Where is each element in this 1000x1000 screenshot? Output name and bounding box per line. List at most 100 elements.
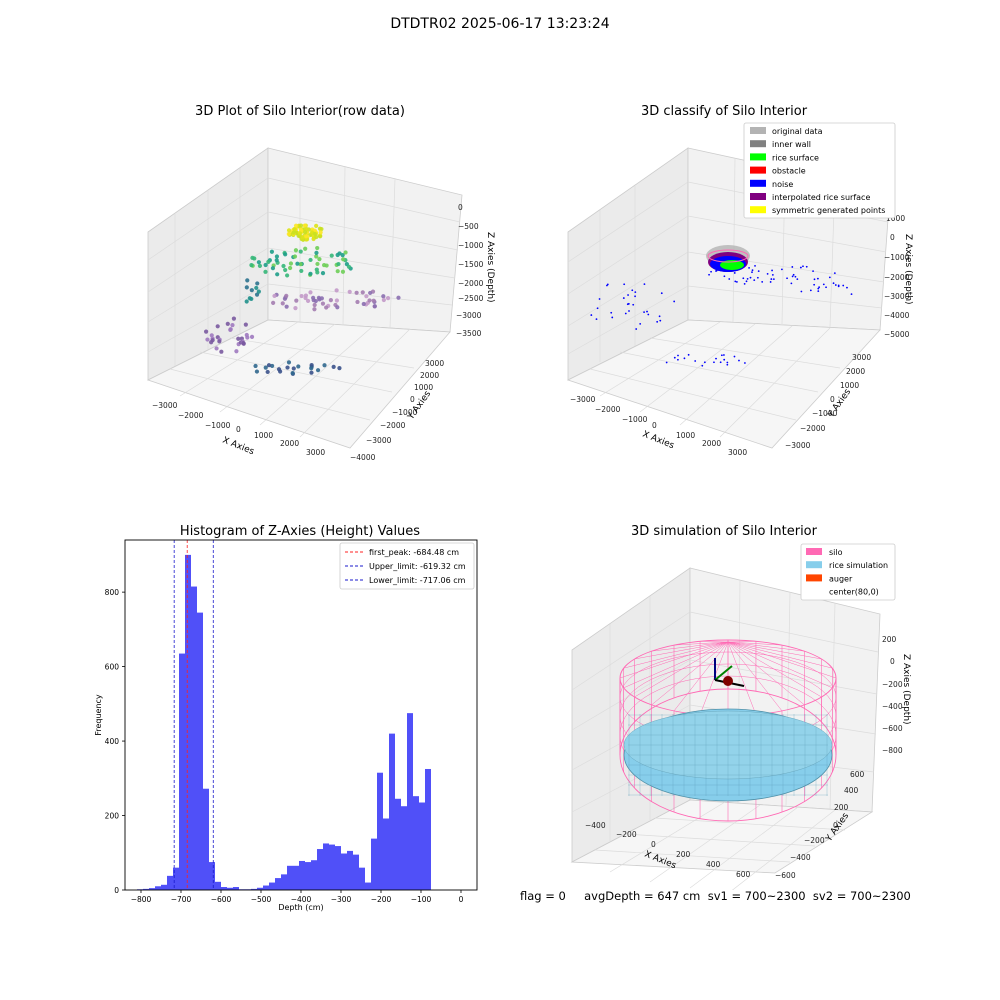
p2-noise-point (733, 355, 736, 358)
p1-point (318, 234, 323, 239)
p1-point (217, 339, 222, 344)
p2-legend-label: inner wall (772, 140, 811, 149)
p2-noise-point (802, 265, 804, 268)
p1-point (283, 252, 288, 257)
p1-point (214, 346, 219, 351)
p2-noise-point (622, 297, 625, 299)
p2-noise-point (790, 282, 793, 285)
p1-point (209, 340, 214, 345)
p1-point (293, 306, 298, 311)
p2-noise-point (673, 300, 676, 303)
hist-bar (293, 865, 299, 890)
p1-point (324, 305, 329, 310)
hist-bar (389, 733, 395, 890)
p2-noise-point (658, 315, 661, 318)
p2-noise-point (677, 358, 679, 361)
p1-point (257, 263, 263, 268)
hist-bar (299, 860, 305, 890)
p1-xtick: 0 (236, 425, 241, 434)
hist-xtick-label: −200 (371, 895, 392, 904)
p2-noise-point (643, 311, 645, 314)
panel3-title: Histogram of Z-Axies (Height) Values (179, 524, 421, 539)
silo-roof-rib (623, 641, 729, 689)
p2-noise-point (703, 361, 706, 364)
panel2-legend: original data inner wall rice surface obsta… (743, 122, 896, 219)
hist-ytick-label: 0 (114, 886, 119, 895)
hist-xtick-label: 0 (459, 895, 464, 904)
p2-legend-swatch (750, 179, 766, 187)
hist-bar (197, 612, 203, 890)
p2-legend-label: symmetric generated points (772, 206, 885, 215)
hist-bar (143, 888, 149, 890)
p2-noise-point (631, 289, 634, 292)
hist-bar (221, 887, 227, 890)
p1-point (234, 349, 239, 354)
silo-roof-rib (727, 641, 783, 646)
silo-roof-rib (727, 641, 833, 689)
p1-point (335, 252, 340, 258)
p1-point (336, 261, 341, 267)
p2-noise-point (610, 311, 613, 314)
hist-bar (185, 554, 191, 890)
p4-ztick: −600 (882, 724, 903, 733)
silo-roof-rib (727, 641, 805, 652)
p2-noise-point (813, 278, 816, 281)
p1-ytick: −4000 (350, 453, 376, 462)
p1-point (203, 329, 209, 334)
p1-point (341, 257, 346, 262)
p2-noise-point (771, 269, 773, 272)
auger-marker (714, 658, 745, 687)
hist-bar (407, 713, 413, 890)
hist-legend-label: first_peak: -684.48 cm (369, 548, 459, 557)
p1-point (314, 223, 319, 228)
p1-point (309, 370, 314, 375)
p2-noise-point (781, 268, 783, 271)
hist-bar (209, 862, 215, 890)
p4-ztick: −800 (882, 746, 903, 755)
p2-noise-point (738, 359, 740, 362)
p1-point (311, 295, 316, 300)
p2-noise-point (791, 275, 794, 278)
p2-noise-point (794, 275, 797, 278)
hist-bar (173, 867, 179, 890)
p1-point (335, 269, 340, 274)
hist-bar (257, 887, 263, 890)
p1-point (303, 293, 309, 298)
p1-point (249, 288, 254, 293)
p1-point (364, 294, 369, 299)
p1-xtick: −2000 (178, 411, 204, 420)
hist-xticks: −800 −700 −600 −500 −400 −300 −200 −100 0 (131, 890, 464, 904)
panel1-3d-scatter: −3000 −2000 −1000 0 1000 2000 3000 X Axi… (146, 147, 495, 462)
p1-ztick: −1500 (458, 260, 484, 269)
p2-noise-point (744, 362, 746, 364)
p1-point (249, 262, 254, 268)
p1-point (343, 250, 348, 255)
p1-ztick: −500 (458, 222, 479, 231)
p2-noise-point (715, 270, 717, 272)
p1-point (205, 337, 210, 342)
hist-bar (275, 878, 281, 890)
p2-legend-swatch (750, 127, 766, 134)
p1-ytick: −2000 (380, 421, 406, 430)
p1-point (334, 288, 339, 293)
p2-noise-point (825, 286, 827, 289)
p1-point (270, 363, 275, 369)
p1-point (302, 223, 307, 228)
p4-ztick: 0 (890, 657, 895, 666)
p2-xtick: −2000 (595, 405, 621, 414)
p2-ytick: 1000 (840, 381, 859, 390)
p1-point (290, 370, 295, 376)
p1-point (280, 301, 285, 306)
p2-xtick: 3000 (728, 448, 747, 457)
p2-noise-point (647, 313, 650, 316)
silo-roof-rib (727, 641, 757, 715)
p2-noise-point (606, 284, 608, 287)
p1-point (292, 254, 298, 259)
p2-noise-point (596, 307, 599, 310)
p2-legend-label: original data (772, 127, 823, 136)
p1-point (340, 253, 345, 258)
hist-bar (167, 875, 173, 890)
p1-point (328, 298, 333, 303)
p1-point (300, 235, 305, 240)
p1-xtick: 2000 (280, 439, 299, 448)
